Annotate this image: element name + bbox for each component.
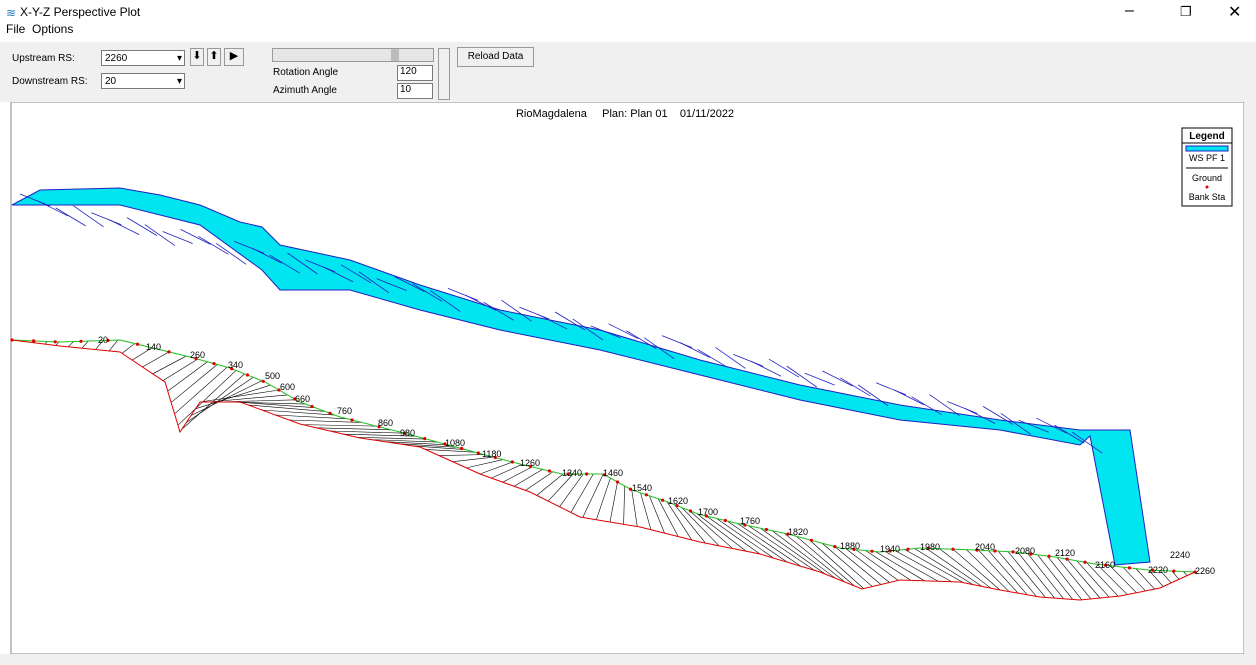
play-button[interactable]: ▶: [224, 48, 244, 66]
window-title: X-Y-Z Perspective Plot: [20, 5, 140, 19]
bank-station: [212, 362, 215, 365]
bank-station: [585, 472, 588, 475]
station-label: 660: [295, 394, 310, 404]
bank-station: [645, 493, 648, 496]
upstream-select[interactable]: 2260: [101, 50, 185, 66]
v-scrollbar[interactable]: [1244, 102, 1256, 654]
plot-title: RioMagdalena Plan: Plan 01 01/11/2022: [516, 108, 734, 120]
station-label: 1620: [668, 496, 688, 506]
station-label: 140: [146, 342, 161, 352]
rotation-slider[interactable]: [272, 48, 434, 62]
azimuth-label: Azimuth Angle: [273, 85, 337, 96]
toolbar: Upstream RS: 2260 ⬇ ⬆ ▶ Downstream RS: 2…: [0, 42, 1256, 102]
station-label: 2120: [1055, 548, 1075, 558]
station-label: 2160: [1095, 560, 1115, 570]
bank-station: [548, 469, 551, 472]
slider-thumb[interactable]: [391, 49, 399, 61]
bank-station: [616, 480, 619, 483]
legend-item: Bank Sta: [1189, 192, 1226, 202]
station-label: 260: [190, 350, 205, 360]
bank-station: [1047, 555, 1050, 558]
bank-station: [477, 451, 480, 454]
station-label: 860: [378, 418, 393, 428]
station-label: 1700: [698, 507, 718, 517]
bank-station: [350, 418, 353, 421]
h-scrollbar[interactable]: [0, 654, 1256, 665]
bank-station: [310, 405, 313, 408]
bank-station: [32, 339, 35, 342]
station-label: 2220: [1148, 565, 1168, 575]
station-label: 1460: [603, 468, 623, 478]
bank-station: [765, 528, 768, 531]
bank-station: [810, 539, 813, 542]
title-bar: ≋ X-Y-Z Perspective Plot – ❐ ✕ File Opti…: [0, 0, 1256, 42]
station-label: 500: [265, 371, 280, 381]
station-label: 980: [400, 428, 415, 438]
reload-button[interactable]: Reload Data: [457, 47, 534, 67]
bank-station: [661, 499, 664, 502]
bank-station: [328, 412, 331, 415]
station-label: 1540: [632, 483, 652, 493]
bank-station: [870, 550, 873, 553]
station-label: 1760: [740, 516, 760, 526]
azimuth-input[interactable]: 10: [397, 83, 433, 99]
bank-station: [1128, 566, 1131, 569]
bank-station: [423, 437, 426, 440]
station-label: 2080: [1015, 546, 1035, 556]
minimize-button[interactable]: –: [1125, 2, 1134, 20]
plot-area: RioMagdalena Plan: Plan 01 01/11/2022 20…: [0, 102, 1256, 665]
bank-station: [54, 340, 57, 343]
station-label: 2260: [1195, 566, 1215, 576]
bank-station: [1083, 561, 1086, 564]
bank-station: [724, 519, 727, 522]
station-label: 340: [228, 360, 243, 370]
station-label: 1180: [482, 449, 501, 459]
station-label: 20: [98, 335, 108, 345]
station-label: 2040: [975, 542, 995, 552]
bank-station: [136, 343, 139, 346]
bank-station: [951, 548, 954, 551]
legend-item: Ground: [1192, 173, 1222, 183]
bank-station: [906, 548, 909, 551]
close-button[interactable]: ✕: [1228, 2, 1241, 22]
bank-station: [167, 350, 170, 353]
station-label: 1820: [788, 527, 808, 537]
restore-button[interactable]: ❐: [1180, 4, 1192, 20]
station-label: 1340: [562, 468, 582, 478]
down-button[interactable]: ⬇: [190, 48, 204, 66]
rotation-input[interactable]: 120: [397, 65, 433, 81]
rotation-label: Rotation Angle: [273, 67, 338, 78]
menu-file[interactable]: File: [6, 22, 25, 36]
station-label: 1940: [880, 544, 900, 554]
upstream-label: Upstream RS:: [12, 53, 75, 64]
downstream-label: Downstream RS:: [12, 76, 88, 87]
station-label: 1260: [520, 458, 540, 468]
legend: Legend WS PF 1 Ground Bank Sta: [1182, 128, 1232, 206]
legend-ws-swatch: [1186, 146, 1228, 151]
up-button[interactable]: ⬆: [207, 48, 221, 66]
app-window: ≋ X-Y-Z Perspective Plot – ❐ ✕ File Opti…: [0, 0, 1256, 665]
legend-item: WS PF 1: [1189, 153, 1225, 163]
bank-station: [79, 340, 82, 343]
spin-control[interactable]: [438, 48, 450, 100]
bank-station: [246, 373, 249, 376]
bank-station: [511, 460, 514, 463]
station-label: 2240: [1170, 550, 1190, 560]
bank-station: [833, 545, 836, 548]
station-label: 1880: [840, 541, 860, 551]
station-label: 1980: [920, 542, 940, 552]
station-label: 1080: [445, 438, 465, 448]
bank-station: [1172, 570, 1175, 573]
app-icon: ≋: [6, 6, 16, 20]
bank-station: [689, 509, 692, 512]
station-label: 760: [337, 406, 352, 416]
legend-title: Legend: [1189, 131, 1225, 142]
bank-station: [10, 338, 13, 341]
downstream-select[interactable]: 20: [101, 73, 185, 89]
menu-options[interactable]: Options: [32, 22, 73, 36]
station-label: 600: [280, 382, 295, 392]
legend-bank-marker: [1206, 186, 1209, 189]
